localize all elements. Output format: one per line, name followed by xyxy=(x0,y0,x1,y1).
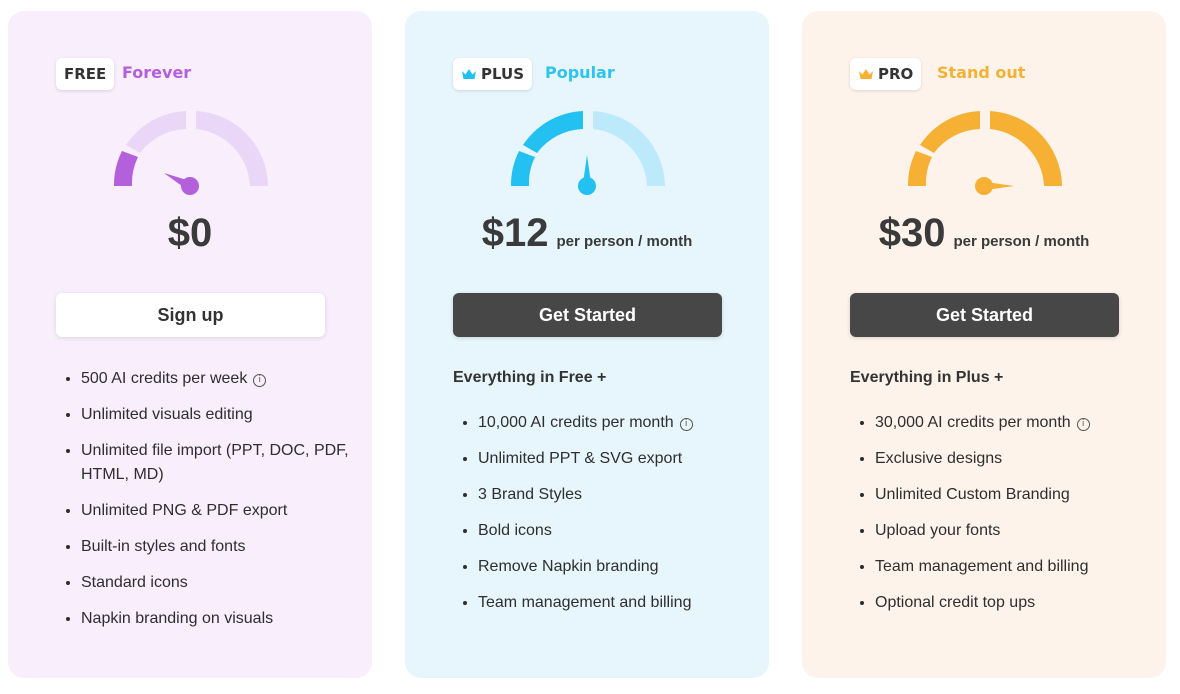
plan-card-pro: PRO Stand out $30 per person / month Get… xyxy=(802,11,1166,678)
feature-item: Exclusive designs xyxy=(875,447,1165,471)
feature-item: Team management and billing xyxy=(478,591,768,615)
crown-icon xyxy=(462,69,476,79)
price: $0 xyxy=(167,211,213,255)
includes-heading: Everything in Free + xyxy=(453,369,607,386)
get-started-button[interactable]: Get Started xyxy=(850,293,1119,337)
info-icon[interactable]: i xyxy=(1076,418,1090,431)
info-icon[interactable]: i xyxy=(679,418,693,431)
price-row: $0 xyxy=(8,211,372,256)
feature-item: Unlimited Custom Branding xyxy=(875,483,1165,507)
plan-badge-label: PLUS xyxy=(481,65,525,83)
feature-item: Optional credit top ups xyxy=(875,591,1165,615)
plan-tagline: Popular xyxy=(545,63,615,82)
plan-badge-label: FREE xyxy=(64,65,107,83)
price-period: per person / month xyxy=(953,233,1090,250)
price: $12 xyxy=(481,211,549,255)
feature-item: Upload your fonts xyxy=(875,519,1165,543)
feature-item: Unlimited PNG & PDF export xyxy=(81,499,371,523)
speed-gauge-icon xyxy=(907,111,1062,195)
price-row: $30 per person / month xyxy=(802,211,1166,256)
crown-icon xyxy=(859,69,873,79)
feature-item: Team management and billing xyxy=(875,555,1165,579)
plan-badge-free: FREE xyxy=(56,58,115,90)
plan-card-free: FREE Forever $0 Sign up 500 AI credits p… xyxy=(8,11,372,678)
feature-item: Unlimited PPT & SVG export xyxy=(478,447,768,471)
speed-gauge-icon xyxy=(510,111,665,195)
plan-badge-pro: PRO xyxy=(850,58,922,90)
plan-card-plus: PLUS Popular $12 per person / month Get … xyxy=(405,11,769,678)
feature-item: Bold icons xyxy=(478,519,768,543)
price-period: per person / month xyxy=(556,233,693,250)
feature-item: Built-in styles and fonts xyxy=(81,535,371,559)
feature-item: Napkin branding on visuals xyxy=(81,607,371,631)
info-icon[interactable]: i xyxy=(253,374,267,387)
plan-badge-plus: PLUS xyxy=(453,58,533,90)
feature-item: Unlimited file import (PPT, DOC, PDF, HT… xyxy=(81,439,371,487)
plan-tagline: Forever xyxy=(122,63,192,82)
feature-item: 3 Brand Styles xyxy=(478,483,768,507)
plan-tagline: Stand out xyxy=(937,63,1026,82)
includes-heading: Everything in Plus + xyxy=(850,369,1004,386)
get-started-button[interactable]: Get Started xyxy=(453,293,722,337)
price-row: $12 per person / month xyxy=(405,211,769,256)
feature-item: Unlimited visuals editing xyxy=(81,403,371,427)
speed-gauge-icon xyxy=(113,111,268,195)
price: $30 xyxy=(878,211,946,255)
sign-up-button[interactable]: Sign up xyxy=(56,293,325,337)
feature-item: Standard icons xyxy=(81,571,371,595)
plan-badge-label: PRO xyxy=(878,65,914,83)
feature-item: Remove Napkin branding xyxy=(478,555,768,579)
